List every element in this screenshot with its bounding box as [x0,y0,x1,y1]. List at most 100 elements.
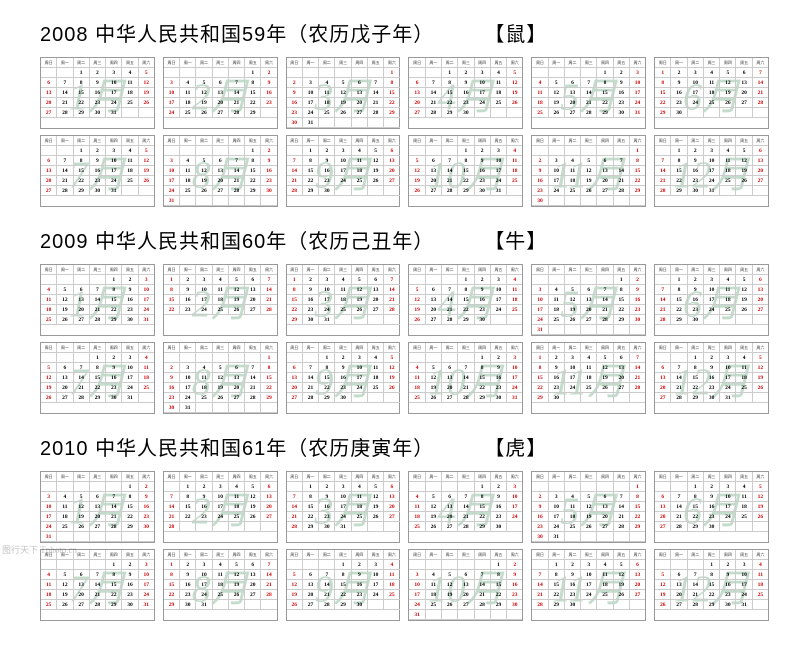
day-cell: 19 [57,590,73,600]
week-row: 9101112131415 [164,373,277,383]
week-row: 123456 [287,482,400,492]
weekday-cell: 周二 [688,550,704,560]
weekday-cell: 周日 [41,550,57,560]
day-cell: 13 [41,88,57,98]
day-cell: 13 [213,166,229,176]
day-cell [565,325,581,335]
day-cell: 29 [549,600,565,610]
weekday-cell: 周五 [736,550,752,560]
day-cell [74,482,90,492]
week-row: 22232425262728 [164,305,277,315]
day-cell: 24 [122,383,138,393]
day-cell: 6 [90,492,106,502]
day-cell: 2 [491,353,507,363]
day-cell: 22 [245,98,261,108]
weekday-cell: 周二 [442,550,458,560]
day-cell: 9 [704,492,720,502]
weekday-cell: 周四 [720,136,736,146]
day-cell: 8 [549,570,565,580]
day-cell: 6 [565,78,581,88]
week-row: 45678910 [41,285,154,295]
day-cell: 30 [458,108,474,118]
day-cell: 10 [180,373,196,383]
day-cell: 9 [532,166,548,176]
day-cell [597,532,613,542]
week-row: 567891011 [287,570,400,580]
day-cell: 19 [368,502,384,512]
day-cell: 11 [549,295,565,305]
day-cell: 15 [384,88,399,98]
day-cell [655,560,671,570]
day-cell [41,275,57,285]
day-cell: 30 [90,108,106,118]
day-cell: 19 [245,502,261,512]
day-cell: 17 [352,373,368,383]
week-row: 12131415161718 [409,166,522,176]
weekday-cell: 周日 [532,265,548,275]
day-cell: 30 [704,393,720,403]
day-cell: 11 [335,285,351,295]
day-cell: 2 [532,492,548,502]
week-row: 16171819202122 [532,176,645,186]
weekday-cell: 周三 [581,343,597,353]
day-cell: 12 [384,363,399,373]
day-cell: 29 [688,522,704,532]
month-grid: 3月周日周一周二周三周四周五周六 12345678910111213141516… [286,57,401,129]
day-cell: 21 [368,98,384,108]
week-row: 21222324252627 [655,305,768,315]
weekday-cell: 周二 [565,472,581,482]
day-cell: 18 [384,580,399,590]
day-cell: 26 [581,522,597,532]
weekday-cell: 周三 [213,550,229,560]
day-cell: 18 [57,512,73,522]
weekday-cell: 周五 [122,58,138,68]
weekday-cell: 周日 [655,58,671,68]
day-cell: 24 [303,108,319,118]
weekday-header: 周日周一周二周三周四周五周六 [164,265,277,275]
day-cell: 18 [507,295,522,305]
day-cell: 10 [409,580,425,590]
day-cell: 16 [352,580,368,590]
day-cell: 18 [335,295,351,305]
day-cell: 14 [475,580,491,590]
day-cell: 20 [41,98,57,108]
day-cell: 3 [581,560,597,570]
weekday-header: 周日周一周二周三周四周五周六 [409,265,522,275]
day-cell: 15 [688,502,704,512]
day-cell: 29 [532,393,548,403]
day-cell: 26 [426,522,442,532]
months-row: 7月周日周一周二周三周四周五周六 12345678910111213141516… [40,549,769,621]
day-cell: 24 [106,98,122,108]
day-cell: 26 [229,305,245,315]
weekday-header: 周日周一周二周三周四周五周六 [409,550,522,560]
day-cell: 4 [229,482,245,492]
day-cell: 20 [753,295,768,305]
day-cell: 14 [442,295,458,305]
weekday-cell: 周五 [614,136,630,146]
week-row: 12345 [655,353,768,363]
day-cell [213,68,229,78]
day-cell: 23 [704,383,720,393]
week-row: 11121314151617 [409,502,522,512]
day-cell [458,353,474,363]
day-cell: 13 [384,156,399,166]
weekday-cell: 周日 [409,136,425,146]
week-row: 20212223242526 [655,512,768,522]
day-cell: 10 [532,295,548,305]
weekday-cell: 周四 [720,550,736,560]
day-cell: 27 [213,186,229,196]
day-cell: 10 [549,166,565,176]
week-row: 18192021222324 [532,98,645,108]
day-cell [549,325,565,335]
day-cell: 31 [122,393,138,403]
day-cell: 7 [90,285,106,295]
day-cell: 27 [655,393,671,403]
weekday-cell: 周四 [106,550,122,560]
day-cell: 9 [319,492,335,502]
day-cell: 29 [630,186,645,196]
day-cell: 19 [426,512,442,522]
day-cell: 12 [229,285,245,295]
day-cell: 18 [41,590,57,600]
weekday-cell: 周六 [384,58,399,68]
day-cell [368,522,384,532]
